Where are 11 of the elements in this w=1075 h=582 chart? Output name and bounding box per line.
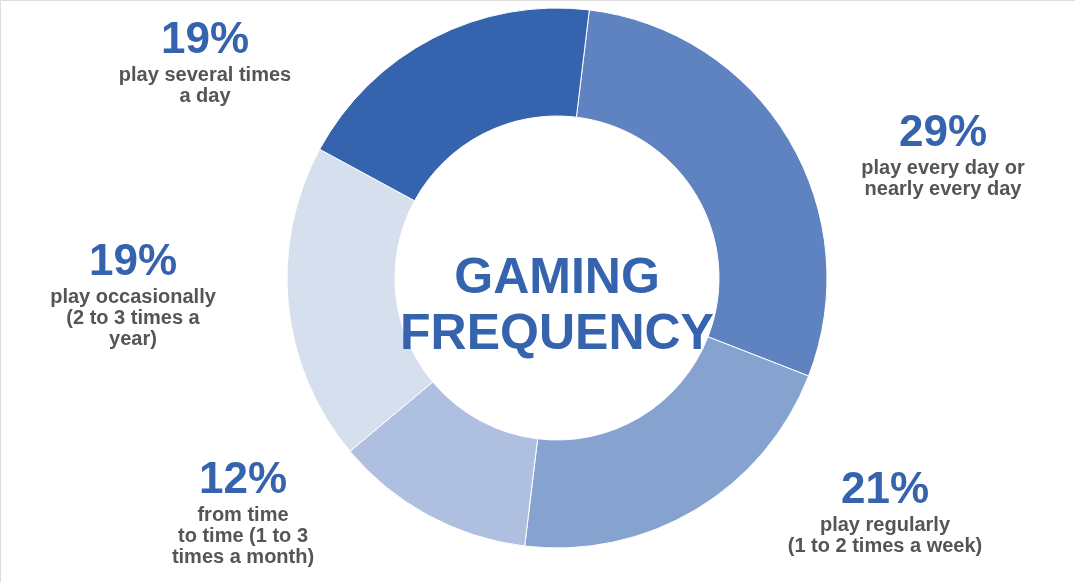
slice-label: play occasionally (2 to 3 times a year) [50, 285, 217, 349]
slice-label: from time to time (1 to 3 times a month) [171, 503, 315, 567]
slice-label: play regularly (1 to 2 times a week) [787, 513, 983, 556]
data-label: 19% [88, 235, 178, 284]
slice-label: play every day or nearly every day [861, 156, 1025, 199]
data-label: 19% [160, 13, 250, 62]
data-label: 12% [198, 453, 288, 502]
data-label: 21% [840, 463, 930, 512]
slice-label: play several times a day [118, 63, 292, 106]
data-label: 29% [898, 106, 988, 155]
text: GAMING FREQUENCY [400, 248, 714, 360]
